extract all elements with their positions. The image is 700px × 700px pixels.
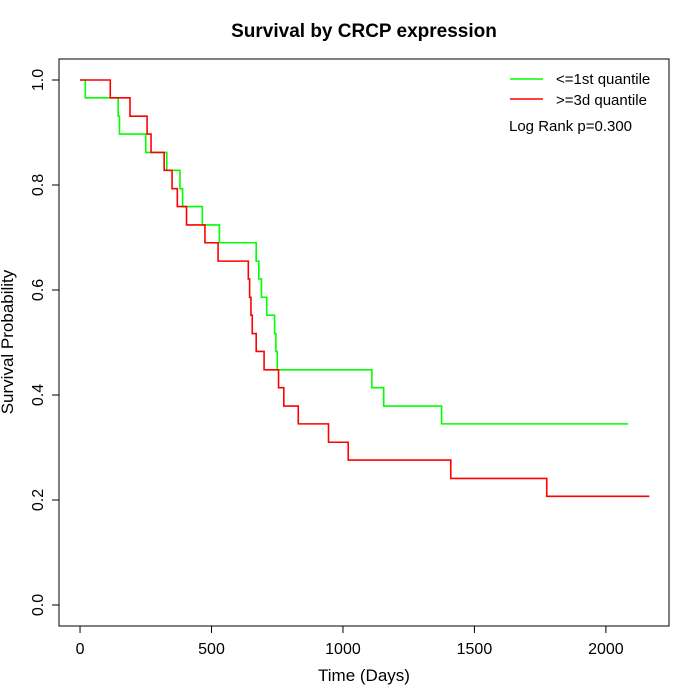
legend: <=1st quantile >=3d quantile Log Rank p=… xyxy=(509,71,650,135)
x-axis-label: Time (Days) xyxy=(318,666,410,685)
series-layer xyxy=(80,79,650,498)
y-tick-label: 0.2 xyxy=(30,489,47,511)
legend-label-le1st: <=1st quantile xyxy=(556,71,650,88)
y-axis-label: Survival Probability xyxy=(0,269,17,414)
series-line-ge3d xyxy=(80,79,650,498)
y-tick-label: 0.8 xyxy=(30,174,47,196)
log-rank-annotation: Log Rank p=0.300 xyxy=(509,118,632,135)
y-tick-label: 0.4 xyxy=(30,384,47,406)
x-tick-label: 1000 xyxy=(325,641,361,658)
x-axis: 0 500 1000 1500 2000 xyxy=(76,625,624,658)
y-tick-label: 1.0 xyxy=(30,69,47,91)
series-line-le1st xyxy=(80,79,629,425)
x-tick-label: 0 xyxy=(76,641,85,658)
chart-title: Survival by CRCP expression xyxy=(231,21,497,42)
x-tick-label: 2000 xyxy=(588,641,624,658)
y-axis: 0.0 0.2 0.4 0.6 0.8 1.0 xyxy=(30,69,60,616)
x-tick-label: 500 xyxy=(198,641,225,658)
legend-label-ge3d: >=3d quantile xyxy=(556,92,647,109)
y-tick-label: 0.0 xyxy=(30,594,47,616)
y-tick-label: 0.6 xyxy=(30,279,47,301)
x-tick-label: 1500 xyxy=(457,641,493,658)
